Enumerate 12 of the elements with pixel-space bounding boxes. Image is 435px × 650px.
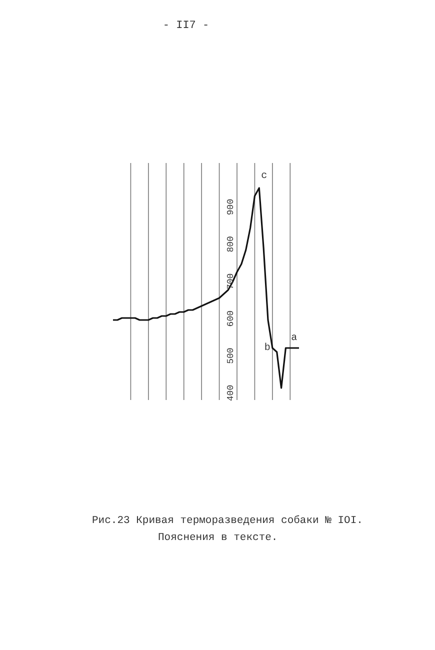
- annotation: 600: [226, 310, 236, 327]
- text: Пояснения в тексте.: [158, 532, 278, 544]
- annotation: 700: [226, 273, 236, 290]
- annotation: b: [264, 342, 270, 354]
- text: - II7 -: [162, 20, 210, 32]
- annotation: 500: [226, 348, 236, 364]
- annotation: 800: [226, 236, 236, 252]
- annotation: 900: [226, 198, 236, 216]
- annotation: 400: [226, 384, 236, 402]
- text: c: [261, 171, 268, 182]
- annotation: a: [291, 333, 298, 344]
- text: Рис.23 Кривая терморазведения собаки № IOI.: [92, 515, 363, 527]
